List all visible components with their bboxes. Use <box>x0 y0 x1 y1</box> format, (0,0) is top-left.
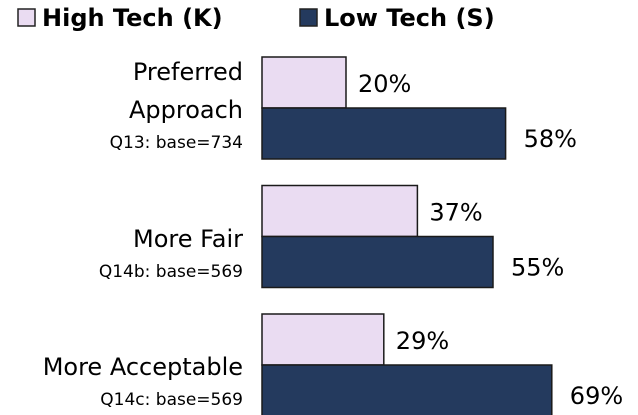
category-note: Q14c: base=569 <box>100 390 243 410</box>
legend-label: High Tech (K) <box>42 4 223 32</box>
bar <box>261 184 419 238</box>
category-label: Preferred Approach Q13: base=734 <box>0 55 243 157</box>
category-note: Q13: base=734 <box>109 133 243 153</box>
category-label: More Fair Q14b: base=569 <box>0 184 243 286</box>
value-label: 58% <box>524 125 577 153</box>
value-label: 69% <box>570 382 623 410</box>
bar <box>261 107 507 160</box>
legend-swatch <box>299 8 318 27</box>
value-label: 20% <box>358 70 411 98</box>
value-label: 29% <box>396 327 449 355</box>
category-name: More Acceptable <box>42 353 243 381</box>
category-label: More Acceptable Q14c: base=569 <box>0 312 243 414</box>
category-name: Preferred Approach <box>128 58 243 124</box>
bar <box>261 235 494 289</box>
category-note: Q14b: base=569 <box>98 261 243 282</box>
value-label: 55% <box>511 254 564 282</box>
legend-label: Low Tech (S) <box>324 4 495 32</box>
value-label: 37% <box>429 199 482 227</box>
bar <box>261 56 347 109</box>
category-name: More Fair <box>133 224 243 253</box>
bar <box>261 313 385 366</box>
legend-swatch <box>17 8 36 27</box>
bar <box>261 364 553 415</box>
